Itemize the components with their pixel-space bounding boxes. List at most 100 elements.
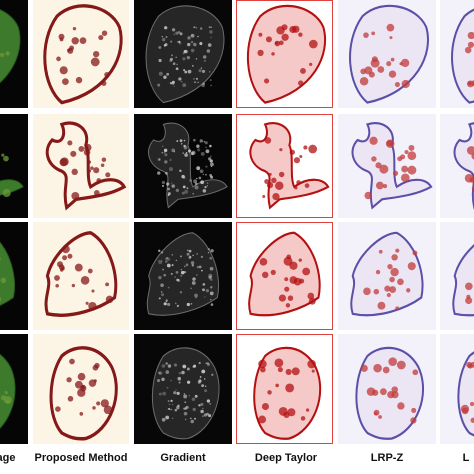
texture-spot bbox=[408, 144, 415, 151]
texture-spot bbox=[270, 269, 276, 275]
texture-spot bbox=[163, 273, 167, 277]
texture-spot bbox=[105, 172, 111, 178]
texture-spot bbox=[199, 27, 203, 30]
texture-spot bbox=[205, 146, 207, 149]
texture-spot bbox=[67, 253, 73, 259]
texture-spot bbox=[175, 56, 177, 59]
texture-spot bbox=[93, 167, 100, 174]
texture-spot bbox=[87, 268, 93, 274]
texture-spot bbox=[177, 31, 181, 34]
texture-spot bbox=[201, 369, 206, 374]
image-cell bbox=[33, 222, 129, 330]
texture-spot bbox=[71, 37, 79, 45]
texture-spot bbox=[156, 378, 161, 383]
texture-spot bbox=[391, 254, 398, 261]
texture-spot bbox=[266, 182, 274, 189]
leaf bbox=[453, 122, 474, 210]
texture-spot bbox=[285, 368, 292, 376]
texture-spot bbox=[364, 191, 372, 200]
texture-spot bbox=[93, 190, 100, 196]
texture-spot bbox=[202, 189, 207, 193]
texture-spot bbox=[389, 286, 397, 293]
image-cell bbox=[33, 334, 129, 444]
texture-spot bbox=[181, 191, 185, 195]
texture-spot bbox=[275, 181, 284, 190]
texture-spot bbox=[164, 153, 168, 157]
texture-spot bbox=[178, 77, 182, 81]
texture-spot bbox=[299, 154, 303, 159]
texture-spot bbox=[59, 66, 68, 75]
texture-spot bbox=[363, 32, 369, 38]
texture-spot bbox=[209, 291, 214, 296]
texture-spot bbox=[173, 391, 177, 395]
texture-spot bbox=[176, 63, 178, 66]
texture-spot bbox=[180, 270, 185, 275]
texture-spot bbox=[267, 390, 272, 395]
texture-spot bbox=[177, 279, 181, 282]
texture-spot bbox=[161, 145, 164, 148]
texture-spot bbox=[364, 66, 373, 75]
texture-spot bbox=[166, 182, 170, 186]
texture-spot bbox=[196, 144, 200, 148]
image-cell bbox=[33, 0, 129, 108]
texture-spot bbox=[264, 78, 270, 84]
texture-spot bbox=[404, 149, 409, 155]
texture-spot bbox=[183, 144, 186, 148]
texture-spot bbox=[3, 155, 9, 162]
texture-spot bbox=[160, 251, 164, 254]
texture-spot bbox=[60, 157, 69, 166]
texture-spot bbox=[193, 78, 195, 80]
texture-spot bbox=[55, 284, 59, 288]
texture-spot bbox=[283, 411, 290, 419]
texture-spot bbox=[204, 185, 207, 189]
texture-spot bbox=[198, 404, 201, 407]
texture-spot bbox=[360, 364, 368, 372]
texture-spot bbox=[98, 35, 104, 41]
texture-spot bbox=[206, 362, 210, 365]
texture-spot bbox=[165, 370, 170, 374]
texture-spot bbox=[158, 260, 163, 265]
texture-spot bbox=[100, 163, 105, 167]
texture-spot bbox=[369, 136, 378, 145]
image-cell bbox=[338, 114, 436, 218]
texture-spot bbox=[185, 152, 188, 154]
texture-spot bbox=[164, 160, 168, 164]
texture-spot bbox=[171, 417, 174, 420]
leaf bbox=[350, 231, 424, 317]
texture-spot bbox=[191, 397, 196, 402]
texture-spot bbox=[183, 394, 188, 399]
texture-spot bbox=[184, 418, 187, 421]
texture-spot bbox=[307, 359, 316, 369]
texture-spot bbox=[78, 146, 85, 152]
texture-spot bbox=[165, 415, 170, 420]
texture-spot bbox=[105, 295, 114, 304]
texture-spot bbox=[470, 417, 474, 423]
texture-spot bbox=[158, 71, 163, 76]
texture-spot bbox=[165, 35, 168, 38]
texture-spot bbox=[58, 33, 65, 40]
texture-spot bbox=[304, 183, 310, 188]
texture-spot bbox=[467, 363, 473, 369]
texture-spot bbox=[382, 366, 390, 374]
texture-spot bbox=[166, 256, 169, 259]
texture-spot bbox=[166, 263, 171, 268]
texture-spot bbox=[210, 267, 212, 270]
texture-spot bbox=[208, 414, 212, 418]
texture-spot bbox=[164, 260, 168, 263]
texture-spot bbox=[96, 178, 102, 183]
texture-spot bbox=[382, 183, 388, 189]
texture-spot bbox=[406, 288, 411, 293]
texture-spot bbox=[296, 180, 301, 185]
texture-spot bbox=[2, 188, 11, 198]
texture-spot bbox=[198, 265, 202, 269]
image-cell bbox=[236, 0, 333, 108]
leaf bbox=[457, 351, 474, 437]
texture-spot bbox=[291, 367, 300, 376]
texture-spot bbox=[183, 50, 187, 53]
texture-spot bbox=[190, 33, 195, 38]
texture-spot bbox=[210, 162, 214, 167]
texture-spot bbox=[165, 362, 168, 365]
texture-spot bbox=[465, 297, 473, 305]
texture-spot bbox=[61, 266, 65, 271]
image-cell bbox=[236, 222, 333, 330]
